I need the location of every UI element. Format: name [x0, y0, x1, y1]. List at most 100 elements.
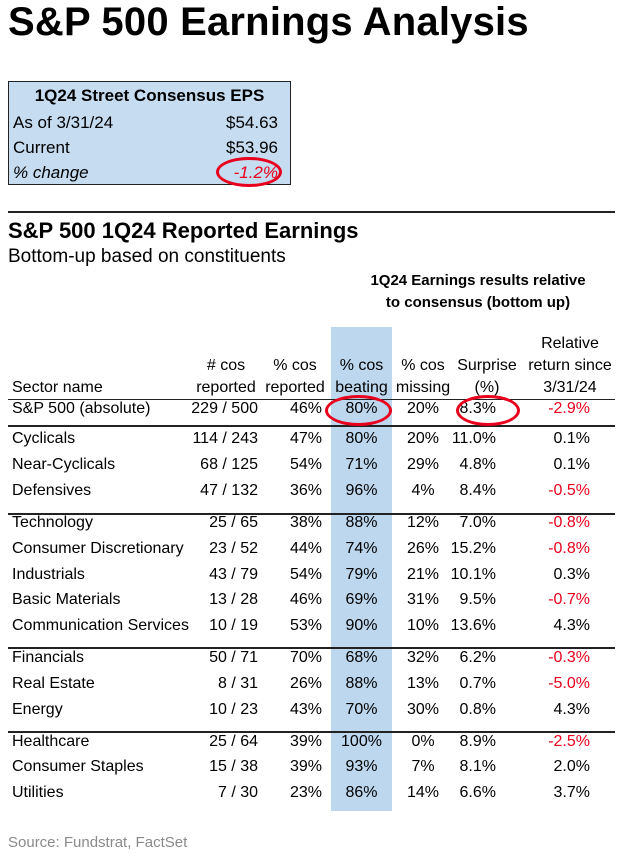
col-header-line: Relative: [541, 335, 599, 352]
reported-count: 15 / 38: [209, 758, 258, 775]
consensus-label: As of 3/31/24: [13, 113, 114, 132]
header-rule: [8, 399, 615, 400]
sector-name: Technology: [12, 514, 93, 531]
consensus-value: $53.96: [226, 138, 278, 157]
pct-reported: 23%: [289, 784, 322, 801]
pct-beating: 68%: [345, 649, 378, 666]
col-header-line: (%): [474, 379, 500, 396]
relative-return: -0.7%: [548, 591, 590, 608]
relative-return: 3.7%: [553, 784, 590, 801]
relative-return: 0.1%: [553, 456, 590, 473]
pct-beating: 79%: [345, 566, 378, 583]
col-header-line: missing: [395, 379, 451, 396]
col-header-line: # cos: [206, 357, 246, 374]
sector-name: Real Estate: [12, 675, 95, 692]
surprise-pct: 10.1%: [450, 566, 496, 583]
pct-reported: 70%: [289, 649, 322, 666]
pct-beating: 100%: [341, 733, 382, 750]
table-row: Communication Services 10 / 19 53% 90% 10% 13…: [0, 617, 631, 643]
pct-beating: 96%: [345, 482, 378, 499]
reported-count: 10 / 23: [209, 701, 258, 718]
table-row: Consumer Discretionary 23 / 52 44% 74% 26% 15…: [0, 540, 631, 566]
relative-return: -0.8%: [548, 514, 590, 531]
pct-missing: 32%: [406, 649, 440, 666]
sector-name: Cyclicals: [12, 430, 76, 447]
sector-name: Healthcare: [12, 733, 90, 750]
pct-missing: 21%: [406, 566, 440, 583]
relative-return: -0.8%: [548, 540, 590, 557]
surprise-pct: 7.0%: [459, 514, 496, 531]
relative-header-line: 1Q24 Earnings results relative: [370, 272, 586, 289]
reported-count: 229 / 500: [191, 400, 258, 417]
reported-count: 114 / 243: [192, 430, 258, 447]
col-header-line: reported: [196, 379, 256, 396]
consensus-row: As of 3/31/24 $54.63: [13, 113, 278, 139]
pct-missing: 7%: [411, 758, 435, 775]
reported-count: 23 / 52: [209, 540, 258, 557]
reported-count: 68 / 125: [200, 456, 258, 473]
col-header-line: % cos: [273, 357, 317, 374]
pct-reported: 54%: [289, 566, 322, 583]
sector-name: Industrials: [12, 566, 85, 583]
pct-beating: 69%: [345, 591, 378, 608]
relative-return: 4.3%: [553, 617, 590, 634]
sector-name: Energy: [12, 701, 63, 718]
group-rule: [8, 513, 615, 515]
reported-count: 25 / 64: [209, 733, 258, 750]
pct-missing: 26%: [406, 540, 440, 557]
pct-reported: 46%: [289, 400, 322, 417]
relative-return: -0.3%: [548, 649, 590, 666]
sector-name: S&P 500 (absolute): [12, 400, 151, 417]
table-row: Utilities 7 / 30 23% 86% 14% 6.6% 3.7%: [0, 784, 631, 810]
consensus-row: Current $53.96: [13, 138, 278, 164]
consensus-label: Current: [13, 138, 70, 157]
col-header-line: 3/31/24: [543, 379, 597, 396]
table-row: Industrials 43 / 79 54% 79% 21% 10.1% 0.3%: [0, 566, 631, 592]
surprise-pct: 13.6%: [450, 617, 496, 634]
relative-return: 0.1%: [553, 430, 590, 447]
sector-name: Communication Services: [12, 617, 189, 634]
pct-reported: 53%: [289, 617, 322, 634]
col-header-beating: % cos beating: [331, 355, 392, 399]
reported-count: 8 / 31: [217, 675, 258, 692]
table-row: Technology 25 / 65 38% 88% 12% 7.0% -0.8%: [0, 514, 631, 540]
change-highlight-ring: [216, 157, 282, 187]
pct-beating: 74%: [345, 540, 378, 557]
table-row: Near-Cyclicals 68 / 125 54% 71% 29% 4.8% 0.1%: [0, 456, 631, 482]
reported-count: 7 / 30: [217, 784, 258, 801]
pct-reported: 44%: [289, 540, 322, 557]
section-divider: [8, 211, 615, 213]
reported-count: 10 / 19: [209, 617, 258, 634]
group-rule: [8, 647, 615, 649]
table-row: Financials 50 / 71 70% 68% 32% 6.2% -0.3%: [0, 649, 631, 675]
pct-missing: 12%: [406, 514, 440, 531]
group-rule: [8, 425, 615, 427]
sector-name: Financials: [12, 649, 85, 666]
pct-reported: 54%: [289, 456, 322, 473]
pct-reported: 47%: [289, 430, 322, 447]
surprise-pct: 0.8%: [459, 701, 496, 718]
pct-reported: 36%: [289, 482, 322, 499]
surprise-pct: 8.4%: [459, 482, 496, 499]
col-header-pct-reported: % cos reported: [262, 355, 328, 399]
surprise-pct: 6.2%: [459, 649, 496, 666]
surprise-pct: 8.9%: [459, 733, 496, 750]
pct-beating: 80%: [345, 430, 378, 447]
relative-return: -0.5%: [548, 482, 590, 499]
pct-reported: 46%: [289, 591, 322, 608]
table-row: Healthcare 25 / 64 39% 100% 0% 8.9% -2.5%: [0, 733, 631, 759]
pct-missing: 10%: [406, 617, 440, 634]
surprise-pct: 4.8%: [459, 456, 496, 473]
table-row: S&P 500 (absolute) 229 / 500 46% 80% 20% 8.3%…: [0, 400, 631, 426]
pct-reported: 38%: [289, 514, 322, 531]
sector-name: Defensives: [12, 482, 92, 499]
pct-beating: 88%: [345, 675, 378, 692]
section-subtitle: Bottom-up based on constituents: [8, 246, 286, 267]
col-header-line: beating: [335, 379, 388, 396]
surprise-highlight-ring: [456, 395, 520, 426]
relative-return: 0.3%: [553, 566, 590, 583]
pct-beating: 70%: [345, 701, 378, 718]
relative-header: 1Q24 Earnings results relative to consen…: [358, 270, 598, 314]
consensus-value: $54.63: [226, 113, 278, 132]
pct-beating: 71%: [345, 456, 378, 473]
